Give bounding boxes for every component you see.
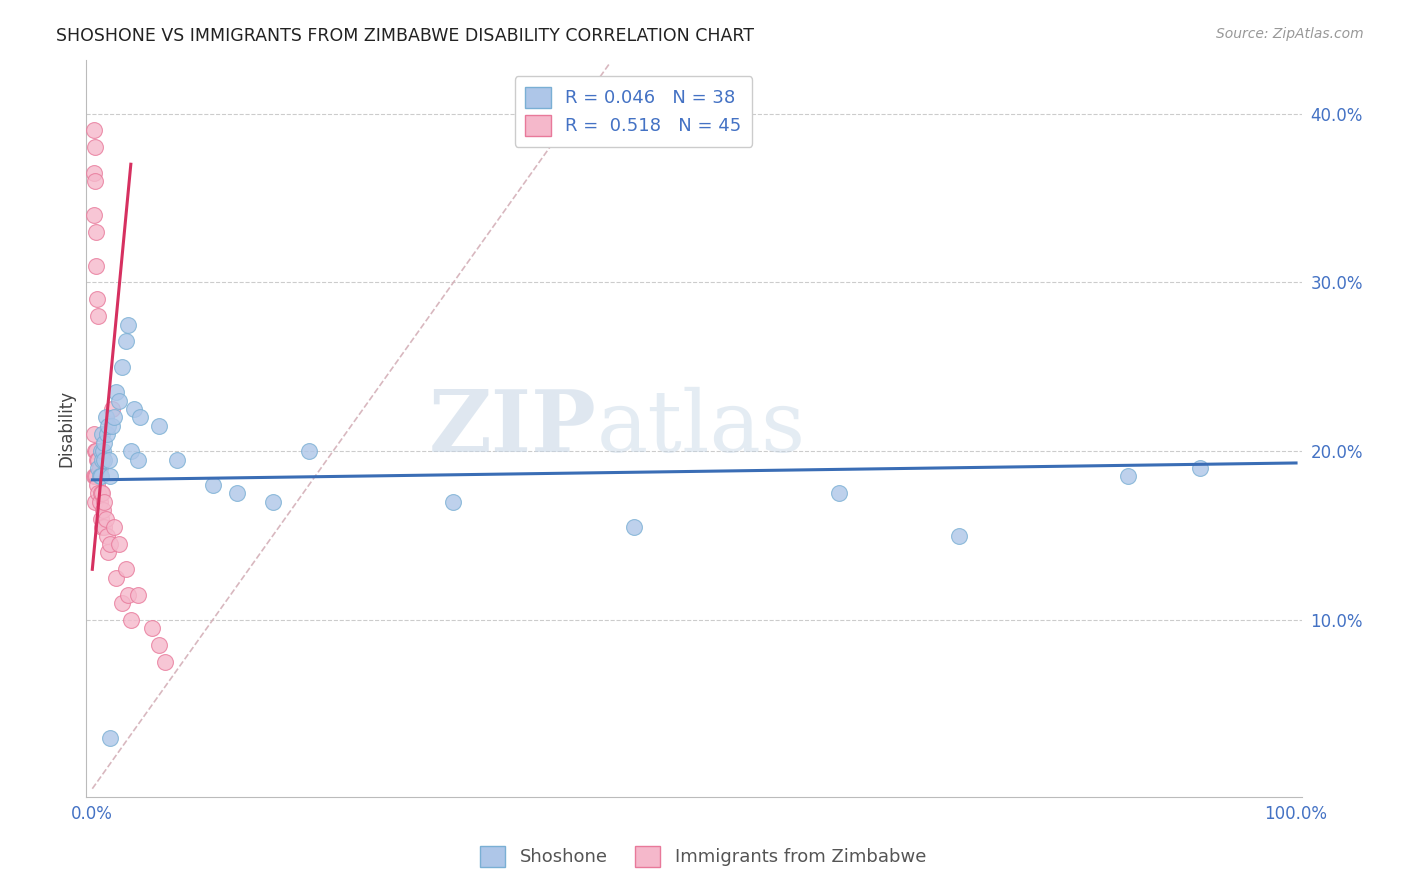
Text: atlas: atlas <box>598 387 806 470</box>
Point <box>98 537 121 551</box>
Point <box>827 486 849 500</box>
Point <box>86 292 108 306</box>
Point <box>91 444 114 458</box>
Point <box>83 208 105 222</box>
Point <box>89 495 111 509</box>
Point <box>96 528 118 542</box>
Point <box>129 410 152 425</box>
Point <box>87 461 110 475</box>
Point <box>98 452 121 467</box>
Point <box>153 655 176 669</box>
Point <box>86 452 108 467</box>
Point <box>1188 461 1211 475</box>
Point <box>90 444 112 458</box>
Legend: R = 0.046   N = 38, R =  0.518   N = 45: R = 0.046 N = 38, R = 0.518 N = 45 <box>515 76 752 146</box>
Point <box>87 486 110 500</box>
Point <box>84 259 107 273</box>
Point <box>298 444 321 458</box>
Point <box>148 638 170 652</box>
Point <box>89 461 111 475</box>
Point <box>83 469 105 483</box>
Point <box>111 596 134 610</box>
Point <box>83 495 105 509</box>
Text: ZIP: ZIP <box>429 386 598 470</box>
Point <box>100 401 122 416</box>
Point <box>90 511 112 525</box>
Point <box>94 410 117 425</box>
Point <box>127 588 149 602</box>
Point <box>87 452 110 467</box>
Point <box>90 486 112 500</box>
Point <box>107 537 129 551</box>
Point <box>83 174 105 188</box>
Point <box>91 503 114 517</box>
Point <box>98 469 121 483</box>
Point <box>127 452 149 467</box>
Point <box>103 410 125 425</box>
Point <box>84 469 107 483</box>
Point <box>120 444 142 458</box>
Point <box>623 520 645 534</box>
Point <box>93 495 115 509</box>
Point <box>94 511 117 525</box>
Point <box>105 385 128 400</box>
Point <box>120 613 142 627</box>
Point <box>84 225 107 239</box>
Point <box>97 418 120 433</box>
Point <box>83 427 105 442</box>
Point <box>97 545 120 559</box>
Point <box>83 469 105 483</box>
Point <box>83 140 105 154</box>
Text: SHOSHONE VS IMMIGRANTS FROM ZIMBABWE DISABILITY CORRELATION CHART: SHOSHONE VS IMMIGRANTS FROM ZIMBABWE DIS… <box>56 27 754 45</box>
Point <box>141 621 163 635</box>
Point <box>166 452 188 467</box>
Point <box>98 731 121 745</box>
Point <box>84 444 107 458</box>
Point <box>1116 469 1139 483</box>
Point <box>89 469 111 483</box>
Point <box>441 495 464 509</box>
Point <box>87 309 110 323</box>
Point <box>115 562 138 576</box>
Point <box>948 528 970 542</box>
Point <box>91 452 114 467</box>
Point <box>117 588 139 602</box>
Point <box>225 486 247 500</box>
Point <box>83 444 105 458</box>
Point <box>90 469 112 483</box>
Point <box>201 478 224 492</box>
Point <box>107 393 129 408</box>
Point <box>148 418 170 433</box>
Point <box>115 334 138 349</box>
Point <box>100 418 122 433</box>
Y-axis label: Disability: Disability <box>58 390 75 467</box>
Legend: Shoshone, Immigrants from Zimbabwe: Shoshone, Immigrants from Zimbabwe <box>472 838 934 874</box>
Point <box>96 427 118 442</box>
Point <box>111 359 134 374</box>
Point <box>262 495 284 509</box>
Point <box>83 123 105 137</box>
Point <box>124 401 146 416</box>
Point <box>91 486 114 500</box>
Point <box>93 520 115 534</box>
Text: Source: ZipAtlas.com: Source: ZipAtlas.com <box>1216 27 1364 41</box>
Point <box>103 520 125 534</box>
Point <box>91 427 114 442</box>
Point <box>105 571 128 585</box>
Point <box>83 166 105 180</box>
Point <box>117 318 139 332</box>
Point <box>91 520 114 534</box>
Point <box>86 478 108 492</box>
Point <box>93 435 115 450</box>
Point <box>93 452 115 467</box>
